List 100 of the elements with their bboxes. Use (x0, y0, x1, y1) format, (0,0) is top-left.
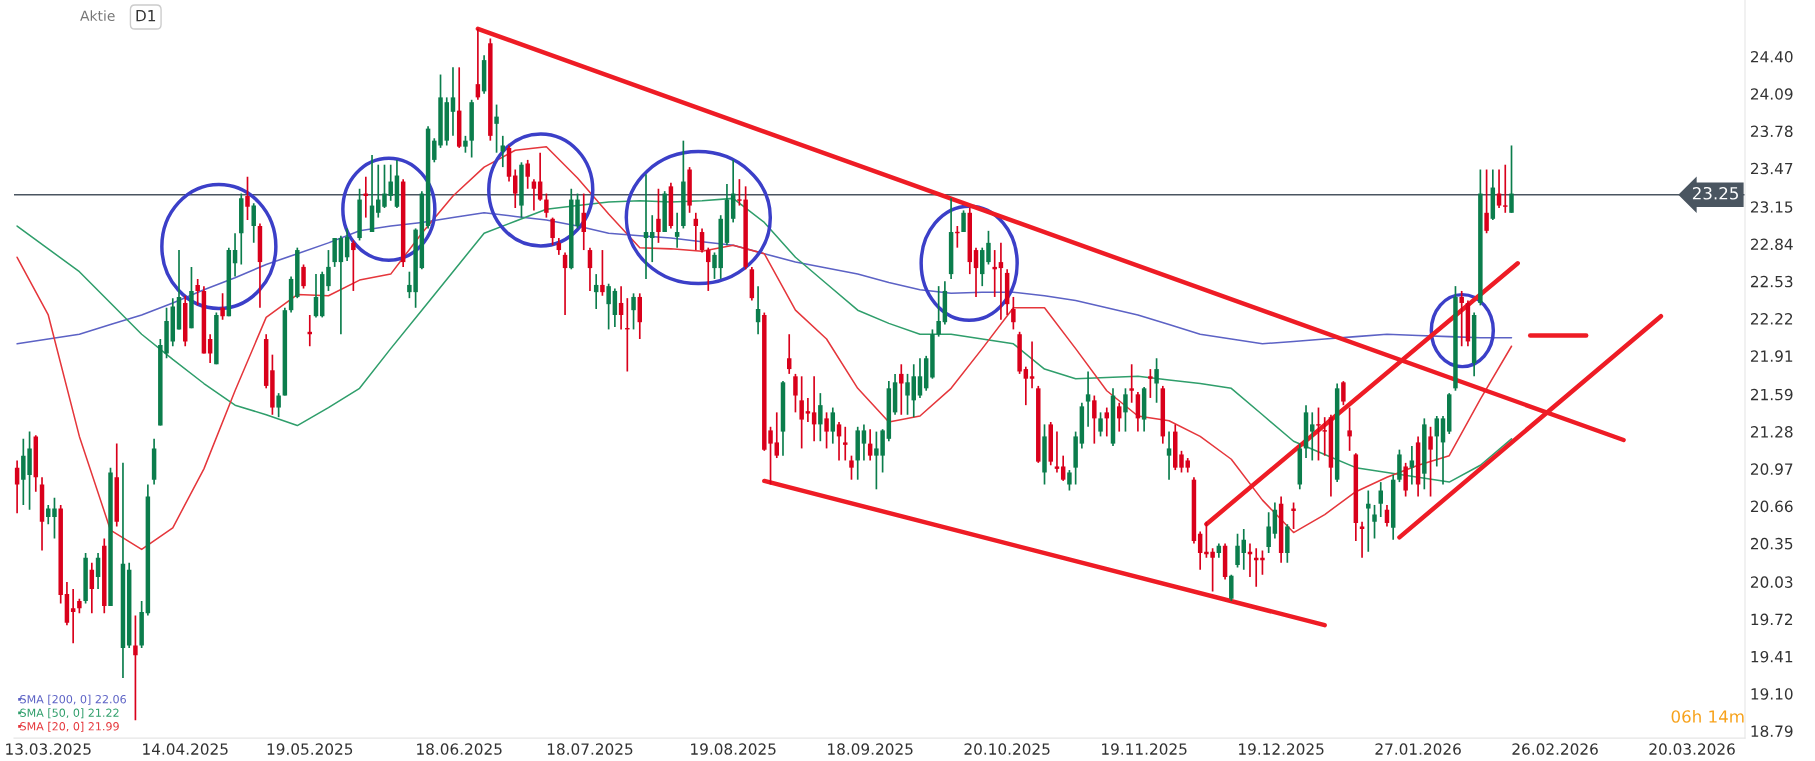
candlestick (301, 263, 306, 290)
annotation: 06h 14m (1671, 709, 1744, 723)
legend-label: SMA [50, 0] 21.22 (20, 708, 119, 719)
candlestick (1291, 501, 1296, 530)
candlestick (351, 239, 356, 292)
y-tick-label: 23.78 (1750, 125, 1793, 138)
y-tick-label: 20.03 (1750, 576, 1793, 588)
candlestick (1085, 370, 1091, 428)
x-tick-label: 18.07.2025 (547, 743, 633, 755)
x-tick-label: 27.01.2026 (1375, 743, 1461, 755)
candlestick (1023, 365, 1029, 406)
legend-label: SMA [200, 0] 22.06 (20, 694, 126, 705)
candlestick (450, 66, 456, 137)
candlestick (1366, 489, 1371, 553)
y-tick-label: 20.66 (1750, 500, 1793, 513)
candlestick (1123, 387, 1128, 433)
x-tick-label: 18.09.2025 (828, 743, 913, 755)
y-tick-label: 19.10 (1751, 688, 1793, 700)
x-tick-label: 20.10.2025 (964, 743, 1050, 755)
candlestick (786, 333, 792, 375)
candlestick (600, 249, 605, 297)
x-tick-label: 18.06.2025 (417, 743, 502, 755)
candlestick (818, 392, 823, 443)
candlestick (706, 246, 711, 292)
candlestick (1316, 406, 1321, 462)
candlestick (70, 588, 76, 645)
x-tick-label: 19.12.2025 (1239, 743, 1324, 755)
candlestick (674, 211, 680, 249)
x-tick-label: 19.08.2025 (691, 743, 776, 755)
candlestick (1011, 296, 1016, 331)
candlestick (793, 373, 798, 414)
candlestick (899, 363, 904, 416)
candlestick (1235, 532, 1240, 569)
candlestick (1092, 394, 1097, 445)
y-tick-label: 20.97 (1750, 463, 1793, 475)
candlestick (1322, 416, 1327, 457)
candlestick (861, 423, 867, 462)
candlestick (245, 175, 250, 221)
candlestick (936, 285, 941, 338)
candlestick (606, 282, 611, 331)
y-tick-label: 18.79 (1751, 725, 1793, 737)
y-tick-label: 21.91 (1750, 350, 1793, 362)
ref-line-label: 23.25 (1692, 186, 1738, 200)
candlestick (1148, 368, 1153, 399)
candlestick (544, 192, 549, 219)
y-tick-label: 23.15 (1750, 201, 1793, 213)
candlestick (917, 357, 923, 399)
candlestick (1166, 430, 1172, 481)
candlestick (1347, 406, 1352, 452)
candlestick (1098, 411, 1103, 438)
y-tick-label: 22.22 (1750, 313, 1793, 325)
candlestick (1310, 411, 1315, 462)
candlestick (251, 202, 256, 244)
line-series (16, 212, 1513, 345)
y-tick-label: 22.84 (1750, 238, 1793, 251)
legend-label: SMA [20, 0] 21.99 (20, 721, 119, 732)
y-tick-label: 24.40 (1750, 50, 1793, 63)
x-tick-label: 19.05.2025 (267, 743, 353, 755)
y-tick-label: 22.53 (1750, 275, 1793, 288)
candlestick (1428, 425, 1433, 498)
y-tick-label: 19.72 (1751, 613, 1793, 626)
x-tick-label: 26.02.2026 (1512, 743, 1598, 755)
y-tick-label: 24.09 (1750, 88, 1793, 100)
candlestick (1503, 163, 1508, 214)
candlestick (631, 292, 636, 331)
candlestick (992, 249, 997, 298)
y-tick-label: 21.59 (1750, 388, 1793, 401)
candlestick (1060, 454, 1066, 482)
candlestick (656, 187, 661, 244)
candlestick (986, 229, 991, 266)
annotation: Aktie (80, 10, 115, 22)
candlestick (1054, 430, 1060, 474)
candlestick (1229, 573, 1234, 602)
candlestick (525, 159, 530, 190)
candlestick (326, 249, 331, 292)
candlestick (1029, 340, 1035, 390)
y-tick-label: 23.47 (1750, 162, 1793, 175)
x-tick-label: 14.04.2025 (143, 743, 228, 755)
candlestick (133, 614, 138, 721)
line-series (16, 145, 1513, 551)
candlestick (774, 411, 779, 459)
candlestick (1154, 357, 1159, 404)
x-tick-label: 13.03.2025 (6, 743, 91, 755)
candlestick (843, 425, 848, 462)
candlestick (1484, 168, 1489, 235)
y-tick-label: 19.41 (1751, 650, 1793, 663)
candlestick (52, 496, 57, 540)
candlestick (195, 278, 200, 307)
candlestick (276, 392, 281, 419)
candlestick (1372, 504, 1377, 540)
y-tick-label: 20.35 (1750, 537, 1793, 550)
candlestick (805, 397, 811, 423)
candlestick (1509, 144, 1514, 214)
candlestick (1341, 380, 1346, 406)
line-series (16, 197, 1513, 483)
candlestick (905, 373, 910, 416)
candlestick (1067, 469, 1072, 492)
x-tick-label: 19.11.2025 (1102, 743, 1187, 755)
candlestick (830, 406, 836, 445)
candlestick (1129, 363, 1134, 404)
